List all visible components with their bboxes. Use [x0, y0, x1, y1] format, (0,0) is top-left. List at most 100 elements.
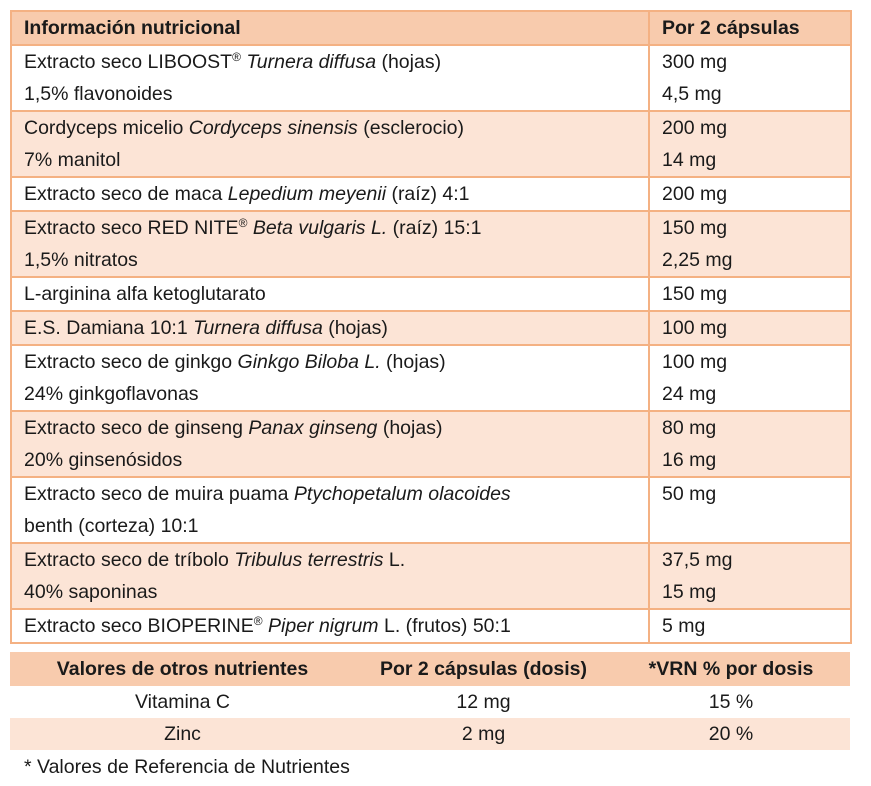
ingredient-line: Extracto seco RED NITE® Beta vulgaris L.… [24, 212, 636, 244]
ingredient-line: Cordyceps micelio Cordyceps sinensis (es… [24, 112, 636, 144]
table-row: Extracto seco de ginkgo Ginkgo Biloba L.… [10, 344, 852, 412]
amount-cell: 300 mg 4,5 mg [648, 44, 852, 112]
text-segment: benth (corteza) 10:1 [24, 515, 199, 537]
table-row: Cordyceps micelio Cordyceps sinensis (es… [10, 110, 852, 178]
header-cell: Valores de otros nutrientes [10, 652, 355, 686]
text-segment: Extracto seco de muira puama [24, 483, 294, 505]
amount-cell: 37,5 mg 15 mg [648, 542, 852, 610]
amount-line: 200 mg [662, 117, 728, 139]
amount-line: 80 mg [662, 417, 717, 439]
amount-line: 14 mg [662, 149, 717, 171]
text-segment: ® [232, 50, 241, 64]
text-segment: L-arginina alfa ketoglutarato [24, 283, 266, 305]
text-segment: Extracto seco de ginseng [24, 417, 249, 439]
amount-cell: 200 mg 14 mg [648, 110, 852, 178]
ingredient-line: 1,5% flavonoides [24, 78, 636, 110]
ingredient-cell: Extracto seco de maca Lepedium meyenii (… [10, 176, 650, 212]
ingredient-line: Extracto seco de maca Lepedium meyenii (… [24, 178, 636, 210]
ingredient-line: 7% manitol [24, 144, 636, 176]
ingredient-cell: Cordyceps micelio Cordyceps sinensis (es… [10, 110, 650, 178]
table-cell: 2 mg [355, 718, 612, 750]
table-row: Extracto seco de muira puama Ptychopetal… [10, 476, 852, 544]
text-segment: Turnera diffusa [193, 317, 323, 339]
table-row: E.S. Damiana 10:1 Turnera diffusa (hojas… [10, 310, 852, 346]
ingredient-line: Extracto seco BIOPERINE® Piper nigrum L.… [24, 610, 636, 642]
text-segment: (hojas) [380, 351, 446, 373]
text-segment: Extracto seco de tríbolo [24, 549, 235, 571]
table-cell: 20 % [612, 718, 850, 750]
amount-cell: 150 mg [648, 276, 852, 312]
amount-line: 150 mg [662, 283, 728, 305]
nutrition-table: Información nutricional Por 2 cápsulas E… [10, 10, 852, 644]
amount-line: 4,5 mg [662, 83, 722, 105]
text-segment: Beta vulgaris L. [247, 217, 388, 239]
text-segment: L. (frutos) 50:1 [378, 615, 511, 637]
amount-line: 2,25 mg [662, 249, 733, 271]
table-row: Vitamina C 12 mg 15 % [10, 686, 850, 718]
ingredient-line: Extracto seco de ginkgo Ginkgo Biloba L.… [24, 346, 636, 378]
ingredient-cell: Extracto seco de ginkgo Ginkgo Biloba L.… [10, 344, 650, 412]
amount-line: 300 mg [662, 51, 728, 73]
ingredient-line: L-arginina alfa ketoglutarato [24, 278, 636, 310]
other-nutrients-table: Valores de otros nutrientes Por 2 cápsul… [10, 652, 850, 750]
table-row: L-arginina alfa ketoglutarato 150 mg [10, 276, 852, 312]
text-segment: 1,5% flavonoides [24, 83, 173, 105]
table-row: Zinc 2 mg 20 % [10, 718, 850, 750]
text-segment: ® [238, 216, 248, 230]
amount-cell: 200 mg [648, 176, 852, 212]
text-segment: 1,5% nitratos [24, 249, 138, 271]
ingredient-cell: Extracto seco RED NITE® Beta vulgaris L.… [10, 210, 650, 278]
amount-line: 24 mg [662, 383, 717, 405]
ingredient-line: E.S. Damiana 10:1 Turnera diffusa (hojas… [24, 312, 636, 344]
header-row: Información nutricional Por 2 cápsulas [10, 10, 852, 46]
ingredient-line: 20% ginsenósidos [24, 444, 636, 476]
amount-line: 200 mg [662, 183, 728, 205]
table-row: Extracto seco de maca Lepedium meyenii (… [10, 176, 852, 212]
ingredient-line: 1,5% nitratos [24, 244, 636, 276]
ingredient-line: 40% saponinas [24, 576, 636, 608]
table-cell: 15 % [708, 690, 754, 713]
header-cell: Por 2 cápsulas (dosis) [355, 652, 612, 686]
text-segment: E.S. Damiana 10:1 [24, 317, 194, 339]
header-cell: Por 2 cápsulas [648, 10, 852, 46]
ingredient-line: Extracto seco de ginseng Panax ginseng (… [24, 412, 636, 444]
ingredient-line: Extracto seco de tríbolo Tribulus terres… [24, 544, 636, 576]
amount-line: 5 mg [662, 615, 706, 637]
amount-cell: 100 mg [648, 310, 852, 346]
text-segment: 40% saponinas [24, 581, 158, 603]
text-segment: Tribulus terrestris [234, 549, 384, 571]
header-cell: Información nutricional [10, 10, 650, 46]
text-segment: Ginkgo Biloba L. [237, 351, 381, 373]
footnote: * Valores de Referencia de Nutrientes [24, 756, 350, 778]
text-segment: Turnera diffusa [240, 51, 377, 73]
ingredient-cell: Extracto seco de muira puama Ptychopetal… [10, 476, 650, 544]
text-segment: Panax ginseng [248, 417, 378, 439]
amount-cell: 50 mg [648, 476, 852, 544]
table-row: Extracto seco de ginseng Panax ginseng (… [10, 410, 852, 478]
text-segment: Extracto seco LIBOOST [24, 51, 233, 73]
text-segment: Cordyceps sinensis [188, 117, 358, 139]
amount-cell: 80 mg 16 mg [648, 410, 852, 478]
ingredient-cell: Extracto seco de ginseng Panax ginseng (… [10, 410, 650, 478]
amount-line: 100 mg [662, 317, 728, 339]
text-segment: Extracto seco BIOPERINE [24, 615, 254, 637]
table-row: Extracto seco BIOPERINE® Piper nigrum L.… [10, 608, 852, 644]
ingredient-line: 24% ginkgoflavonas [24, 378, 636, 410]
text-segment: (raíz) 4:1 [386, 183, 470, 205]
table-row: Extracto seco de tríbolo Tribulus terres… [10, 542, 852, 610]
ingredient-cell: Extracto seco BIOPERINE® Piper nigrum L.… [10, 608, 650, 644]
ingredient-cell: E.S. Damiana 10:1 Turnera diffusa (hojas… [10, 310, 650, 346]
text-segment: Extracto seco RED NITE [24, 217, 239, 239]
text-segment: (hojas) [376, 51, 442, 73]
text-segment: Piper nigrum [262, 615, 379, 637]
ingredient-cell: Extracto seco LIBOOST® Turnera diffusa (… [10, 44, 650, 112]
amount-cell: 100 mg 24 mg [648, 344, 852, 412]
amount-cell: 5 mg [648, 608, 852, 644]
text-segment: Extracto seco de ginkgo [24, 351, 238, 373]
table-cell: 12 mg [456, 690, 511, 713]
text-segment: 7% manitol [24, 149, 121, 171]
text-segment: 24% ginkgoflavonas [24, 383, 199, 405]
text-segment: (esclerocio) [357, 117, 465, 139]
table-row: Extracto seco LIBOOST® Turnera diffusa (… [10, 44, 852, 112]
amount-line: 16 mg [662, 449, 717, 471]
